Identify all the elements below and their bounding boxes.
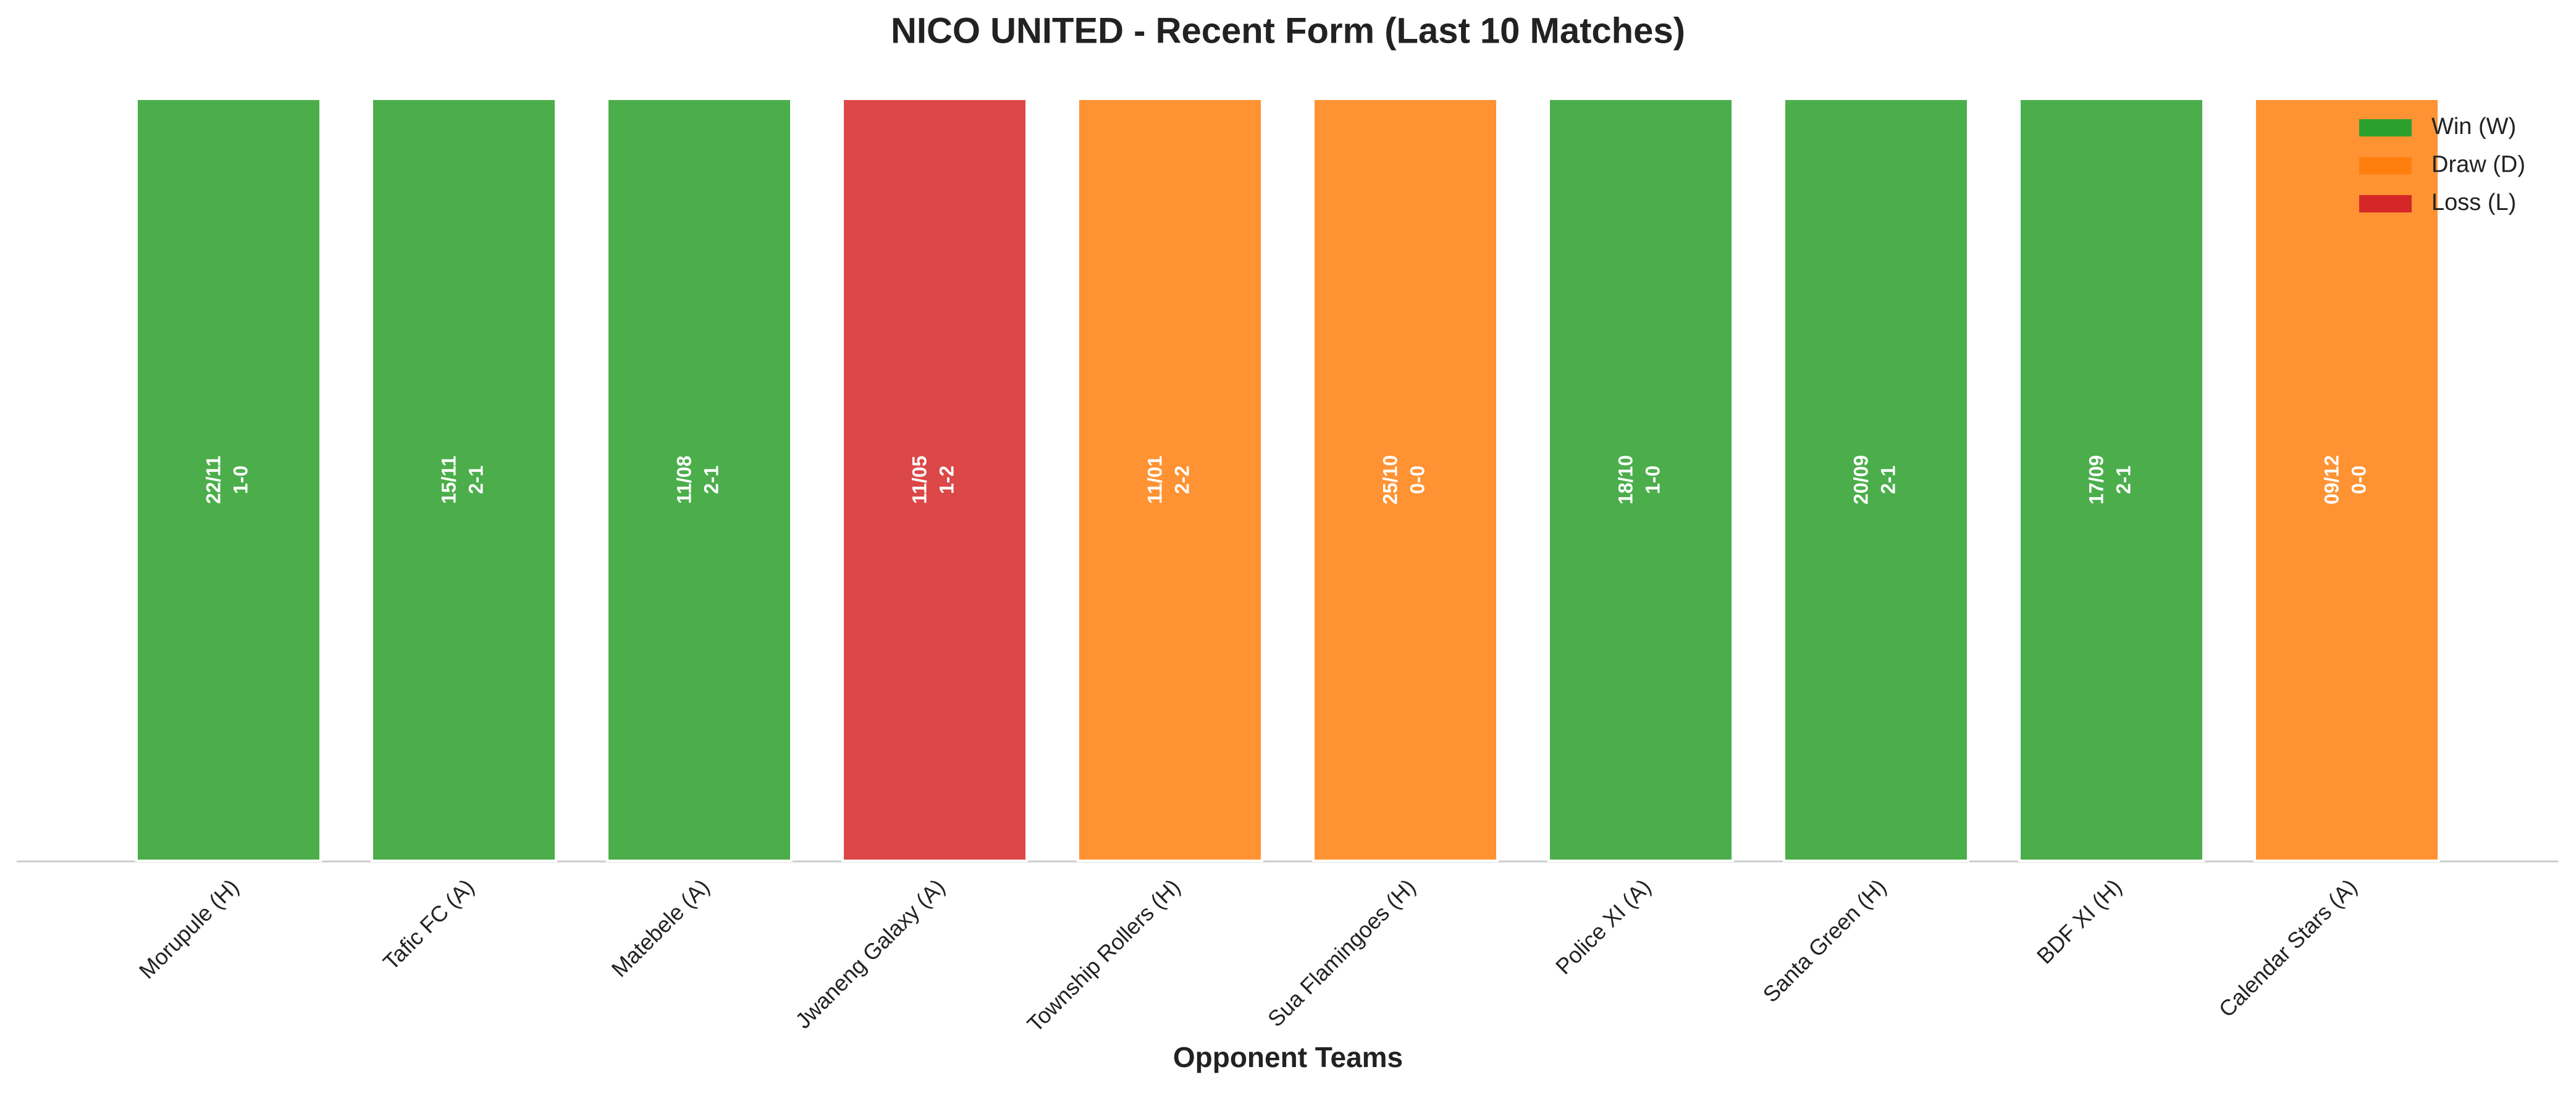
match-score: 1-0 [229, 466, 251, 494]
x-tick-label: BDF XI (H) [2032, 874, 2126, 968]
x-tick-label: Tafic FC (A) [378, 874, 479, 974]
bar-label: 18/10 1-0 [1614, 455, 1664, 505]
match-score: 2-2 [1171, 466, 1193, 494]
x-tick-label: Calendar Stars (A) [2214, 874, 2362, 1022]
bar [371, 98, 557, 862]
x-axis-label: Opponent Teams [1173, 1041, 1403, 1073]
bar-label: 17/09 2-1 [2085, 455, 2134, 505]
x-tick-label: Matebele (A) [607, 874, 715, 982]
x-tick-label: Sua Flamingoes (H) [1263, 874, 1420, 1031]
bar [1783, 98, 1969, 862]
bar-label: 09/12 0-0 [2320, 455, 2370, 505]
bar [1312, 98, 1499, 862]
match-date: 11/08 [673, 456, 695, 504]
match-date: 17/09 [2085, 455, 2107, 505]
match-date: 20/09 [1850, 455, 1872, 505]
bar-label: 25/10 0-0 [1379, 455, 1428, 505]
match-date: 11/01 [1143, 456, 1166, 504]
match-score: 2-1 [2112, 466, 2134, 494]
match-score: 2-1 [465, 466, 487, 494]
x-tick-label: Township Rollers (H) [1022, 874, 1185, 1037]
bar [1077, 98, 1263, 862]
bar [2018, 98, 2205, 862]
x-tick-label: Police XI (A) [1551, 874, 1656, 979]
bar [2254, 98, 2440, 862]
match-score: 0-0 [2347, 466, 2370, 494]
match-date: 09/12 [2320, 455, 2342, 505]
legend-label: Loss (L) [2431, 190, 2516, 216]
match-date: 22/11 [202, 456, 224, 504]
legend-label: Draw (D) [2431, 152, 2525, 178]
bar-label: 11/08 2-1 [673, 456, 722, 504]
bar-label: 20/09 2-1 [1850, 455, 1899, 505]
bar [1547, 98, 1734, 862]
match-date: 25/10 [1379, 455, 1401, 505]
bar-label: 22/11 1-0 [202, 456, 251, 504]
legend-swatch [2359, 195, 2412, 212]
bar [606, 98, 793, 862]
legend-label: Win (W) [2431, 114, 2516, 140]
x-tick-label: Jwaneng Galaxy (A) [790, 874, 949, 1033]
bar [135, 98, 322, 862]
match-date: 18/10 [1614, 455, 1636, 505]
x-tick-label: Santa Green (H) [1758, 874, 1892, 1007]
match-score: 2-1 [1877, 466, 1899, 494]
x-tick-label: Morupule (H) [134, 874, 244, 984]
legend-swatch [2359, 119, 2412, 136]
match-date: 15/11 [437, 456, 460, 504]
legend-swatch [2359, 157, 2412, 175]
match-score: 0-0 [1406, 466, 1428, 494]
match-score: 1-2 [935, 466, 958, 494]
chart-title: NICO UNITED - Recent Form (Last 10 Match… [891, 10, 1685, 51]
bar-label: 11/05 1-2 [908, 456, 958, 504]
bar-label: 15/11 2-1 [437, 456, 487, 504]
bar [841, 98, 1028, 862]
match-score: 2-1 [700, 466, 722, 494]
match-score: 1-0 [1641, 466, 1664, 494]
match-date: 11/05 [908, 456, 930, 504]
bar-label: 11/01 2-2 [1143, 456, 1193, 504]
